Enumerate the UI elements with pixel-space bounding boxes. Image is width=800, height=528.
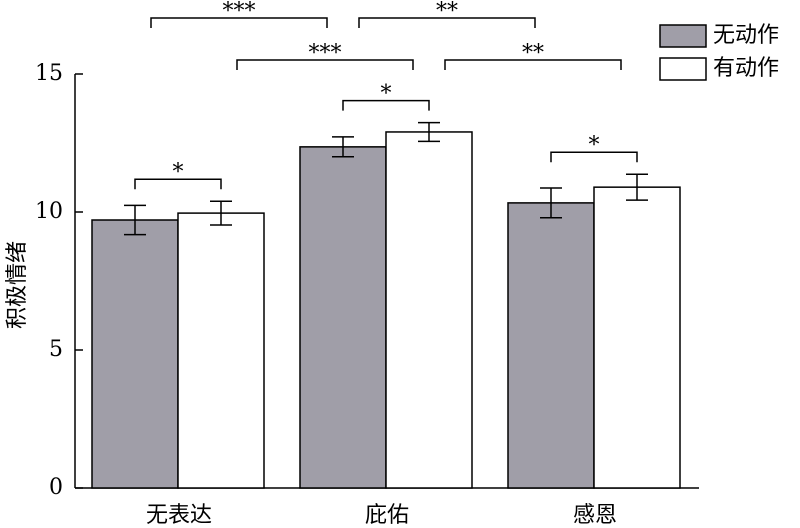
legend-label: 无动作 bbox=[713, 23, 779, 48]
significance-bracket bbox=[550, 151, 638, 163]
x-tick-label: 庇佑 bbox=[365, 503, 409, 528]
significance-label: * bbox=[589, 133, 600, 158]
error-bar bbox=[124, 204, 146, 236]
bar bbox=[91, 219, 179, 489]
x-tick-label: 感恩 bbox=[573, 503, 617, 528]
significance-label: ** bbox=[436, 0, 458, 24]
significance-label: * bbox=[173, 160, 184, 185]
y-tick-label: 0 bbox=[49, 475, 63, 500]
legend-label: 有动作 bbox=[713, 56, 779, 81]
y-axis-label: 积极情绪 bbox=[5, 241, 30, 329]
significance-label: ** bbox=[522, 41, 544, 66]
error-bar bbox=[418, 121, 440, 143]
y-tick-label: 5 bbox=[49, 337, 63, 362]
error-bar bbox=[626, 173, 648, 201]
significance-label: *** bbox=[309, 41, 342, 66]
error-bar bbox=[210, 200, 232, 226]
bar bbox=[177, 212, 265, 489]
legend-swatch bbox=[659, 57, 707, 81]
legend-swatch bbox=[659, 24, 707, 48]
bar bbox=[299, 146, 387, 489]
error-bar bbox=[540, 187, 562, 219]
significance-label: * bbox=[381, 82, 392, 107]
significance-bracket bbox=[150, 17, 328, 28]
error-bar bbox=[332, 136, 354, 158]
significance-bracket bbox=[342, 99, 430, 111]
bar bbox=[507, 202, 595, 489]
y-tick-label: 10 bbox=[35, 199, 63, 224]
x-tick-label: 无表达 bbox=[146, 503, 212, 528]
y-tick-label: 15 bbox=[35, 61, 63, 86]
bar bbox=[593, 186, 681, 489]
significance-bracket bbox=[358, 17, 536, 28]
significance-label: *** bbox=[223, 0, 256, 24]
bar bbox=[385, 131, 473, 489]
significance-bracket bbox=[134, 178, 222, 190]
significance-bracket bbox=[236, 59, 414, 70]
significance-bracket bbox=[444, 59, 622, 70]
